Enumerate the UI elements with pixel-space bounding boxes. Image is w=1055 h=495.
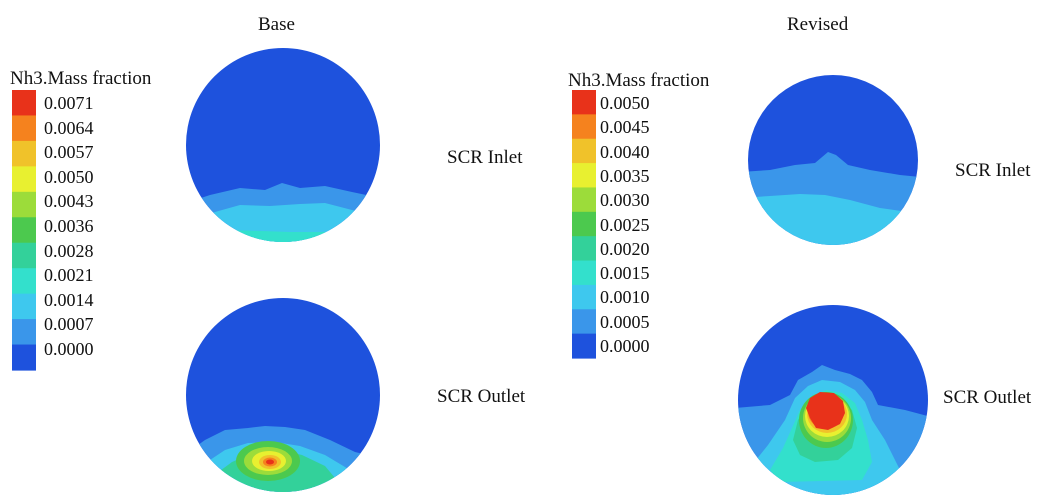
legend-tick-label: 0.0050 <box>44 166 94 187</box>
colorbar-swatch <box>12 319 36 346</box>
colorbar-swatch <box>12 242 36 269</box>
legend-tick-label: 0.0050 <box>600 93 650 113</box>
legend-tick-label: 0.0035 <box>600 165 650 186</box>
colorbar-base <box>12 90 36 371</box>
colorbar-swatch <box>12 217 36 244</box>
legend-tick-label: 0.0021 <box>44 265 94 286</box>
contour-revised-inlet <box>748 75 918 245</box>
colorbar-swatch <box>572 187 596 213</box>
colorbar-swatch <box>572 90 596 115</box>
legend-tick-label: 0.0064 <box>44 117 94 138</box>
colorbar-swatch <box>572 260 596 286</box>
legend-tick-label: 0.0043 <box>44 191 94 212</box>
legend-title-base: Nh3.Mass fraction <box>10 68 152 89</box>
colorbar-swatch <box>12 115 36 142</box>
row-label-base-inlet: SCR Inlet <box>447 147 523 168</box>
legend-title-revised: Nh3.Mass fraction <box>568 70 710 91</box>
colorbar-swatch <box>12 268 36 295</box>
colorbar-swatch <box>572 309 596 335</box>
contour-revised-outlet <box>738 305 928 495</box>
legend-tick-label: 0.0020 <box>600 238 650 259</box>
panel-title-revised: Revised <box>787 14 849 35</box>
colorbar-swatch <box>572 138 596 164</box>
colorbar-swatch <box>12 90 36 117</box>
legend-tick-label: 0.0005 <box>600 311 650 332</box>
colorbar-swatch <box>572 236 596 262</box>
legend-tick-label: 0.0057 <box>44 142 94 163</box>
colorbar-swatch <box>572 284 596 310</box>
legend-tick-label: 0.0036 <box>44 216 94 236</box>
legend-tick-label: 0.0040 <box>600 141 650 162</box>
legend-tick-label: 0.0007 <box>44 314 94 335</box>
colorbar-swatch <box>572 163 596 189</box>
legend-tick-label: 0.0045 <box>600 117 650 138</box>
legend-tick-label: 0.0071 <box>44 93 94 113</box>
colorbar-swatch <box>12 191 36 218</box>
colorbar-swatch <box>572 114 596 140</box>
row-label-revised-outlet: SCR Outlet <box>943 387 1032 408</box>
colorbar-swatch <box>12 166 36 193</box>
contour-base-inlet <box>186 48 380 242</box>
colorbar-swatch <box>12 344 36 371</box>
colorbar-swatch <box>12 293 36 320</box>
legend-tick-label: 0.0010 <box>600 287 650 308</box>
legend-tick-label: 0.0028 <box>44 240 94 261</box>
colorbar-swatch <box>12 140 36 167</box>
legend-tick-label: 0.0030 <box>600 190 650 211</box>
row-label-revised-inlet: SCR Inlet <box>955 160 1031 181</box>
legend-tick-label: 0.0015 <box>600 263 650 284</box>
legend-tick-label: 0.0014 <box>44 289 94 310</box>
legend-tick-label: 0.0000 <box>600 336 650 356</box>
row-label-base-outlet: SCR Outlet <box>437 386 526 407</box>
contour-base-outlet <box>186 298 380 492</box>
colorbar-revised <box>572 90 596 359</box>
panel-title-base: Base <box>258 14 295 35</box>
colorbar-swatch <box>572 333 596 359</box>
legend-tick-label: 0.0000 <box>44 339 94 359</box>
legend-tick-label: 0.0025 <box>600 214 650 235</box>
colorbar-swatch <box>572 211 596 237</box>
